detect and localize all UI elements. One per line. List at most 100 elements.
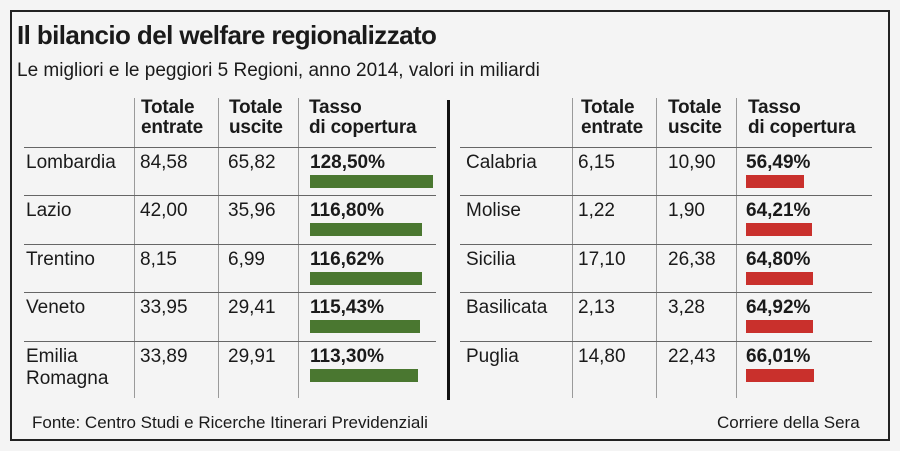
worst-coverage-bar — [746, 272, 813, 285]
header-entrate-line2: entrate — [581, 117, 643, 138]
header-tasso-right: Tasso di copertura — [748, 97, 856, 138]
region-name: Veneto — [26, 297, 85, 319]
region-name: Calabria — [466, 152, 537, 174]
page-subtitle: Le migliori e le peggiori 5 Regioni, ann… — [17, 60, 540, 81]
region-name-line: Veneto — [26, 297, 86, 318]
value-uscite: 10,90 — [668, 152, 716, 173]
value-uscite: 1,90 — [668, 200, 705, 221]
region-name-line: Lazio — [26, 200, 72, 221]
coverage-rate: 64,92% — [746, 297, 811, 318]
value-entrate: 33,95 — [140, 297, 188, 318]
coverage-rate: 128,50% — [310, 152, 386, 173]
best-coverage-bar — [310, 175, 433, 188]
row-divider — [460, 341, 872, 342]
best-coverage-bar — [310, 369, 418, 382]
region-name-line: Molise — [466, 200, 521, 221]
header-uscite-line2: uscite — [229, 117, 283, 138]
value-uscite: 6,99 — [228, 249, 265, 270]
coverage-rate: 66,01% — [746, 346, 811, 367]
row-divider — [460, 147, 872, 148]
best-coverage-bar — [310, 223, 422, 236]
value-entrate: 33,89 — [140, 346, 188, 367]
header-tasso-line1: Tasso — [748, 97, 801, 118]
table-divider — [447, 100, 450, 400]
value-entrate: 1,22 — [578, 200, 615, 221]
column-separator — [298, 98, 299, 398]
row-divider — [24, 195, 436, 196]
coverage-rate: 116,62% — [310, 249, 384, 270]
region-name: Molise — [466, 200, 521, 222]
column-separator — [656, 98, 657, 398]
header-tasso-left: Tasso di copertura — [309, 97, 417, 138]
publisher-credit: Corriere della Sera — [717, 413, 860, 432]
header-tasso-line1: Tasso — [309, 97, 362, 118]
value-uscite: 22,43 — [668, 346, 716, 367]
column-separator — [736, 98, 737, 398]
header-uscite-line1: Totale — [229, 97, 283, 118]
column-separator — [134, 98, 135, 398]
header-tasso-line2: di copertura — [309, 117, 417, 138]
value-uscite: 35,96 — [228, 200, 276, 221]
header-entrate-right: Totale entrate — [581, 98, 643, 138]
source-note: Fonte: Centro Studi e Ricerche Itinerari… — [32, 413, 428, 432]
region-name: Sicilia — [466, 249, 516, 271]
region-name: Emilia Romagna — [26, 346, 108, 390]
value-uscite: 65,82 — [228, 152, 276, 173]
header-uscite-line1: Totale — [668, 97, 722, 118]
coverage-rate: 113,30% — [310, 346, 384, 367]
region-name: Lombardia — [26, 152, 116, 174]
region-name-line: Basilicata — [466, 297, 548, 318]
header-uscite-left: Totale uscite — [229, 98, 283, 138]
header-entrate-left: Totale entrate — [141, 98, 203, 138]
row-divider — [460, 292, 872, 293]
coverage-rate: 64,21% — [746, 200, 811, 221]
worst-coverage-bar — [746, 320, 813, 333]
infographic-frame — [10, 10, 890, 441]
value-entrate: 8,15 — [140, 249, 177, 270]
coverage-rate: 115,43% — [310, 297, 384, 318]
value-entrate: 14,80 — [578, 346, 626, 367]
worst-coverage-bar — [746, 369, 814, 382]
header-uscite-line2: uscite — [668, 117, 722, 138]
region-name-line: Emilia — [26, 346, 78, 367]
column-separator — [218, 98, 219, 398]
row-divider — [24, 292, 436, 293]
best-coverage-bar — [310, 272, 422, 285]
region-name: Puglia — [466, 346, 519, 368]
region-name-line: Romagna — [26, 368, 109, 389]
value-uscite: 26,38 — [668, 249, 716, 270]
worst-coverage-bar — [746, 175, 804, 188]
header-tasso-line2: di copertura — [748, 117, 856, 138]
value-entrate: 84,58 — [140, 152, 188, 173]
coverage-rate: 116,80% — [310, 200, 384, 221]
column-separator — [572, 98, 573, 398]
region-name: Basilicata — [466, 297, 547, 319]
region-name-line: Calabria — [466, 152, 537, 173]
region-name-line: Puglia — [466, 346, 519, 367]
row-divider — [24, 341, 436, 342]
row-divider — [24, 244, 436, 245]
row-divider — [24, 147, 436, 148]
value-entrate: 6,15 — [578, 152, 615, 173]
worst-coverage-bar — [746, 223, 812, 236]
value-entrate: 42,00 — [140, 200, 188, 221]
value-uscite: 3,28 — [668, 297, 705, 318]
header-entrate-line1: Totale — [581, 97, 635, 118]
best-coverage-bar — [310, 320, 420, 333]
header-uscite-right: Totale uscite — [668, 98, 722, 138]
value-entrate: 2,13 — [578, 297, 615, 318]
header-entrate-line1: Totale — [141, 97, 195, 118]
value-uscite: 29,41 — [228, 297, 276, 318]
region-name: Lazio — [26, 200, 71, 222]
value-uscite: 29,91 — [228, 346, 276, 367]
row-divider — [460, 244, 872, 245]
region-name-line: Trentino — [26, 249, 95, 270]
page-title: Il bilancio del welfare regionalizzato — [17, 20, 437, 50]
region-name: Trentino — [26, 249, 95, 271]
coverage-rate: 64,80% — [746, 249, 811, 270]
row-divider — [460, 195, 872, 196]
value-entrate: 17,10 — [578, 249, 626, 270]
region-name-line: Lombardia — [26, 152, 116, 173]
header-entrate-line2: entrate — [141, 117, 203, 138]
coverage-rate: 56,49% — [746, 152, 811, 173]
